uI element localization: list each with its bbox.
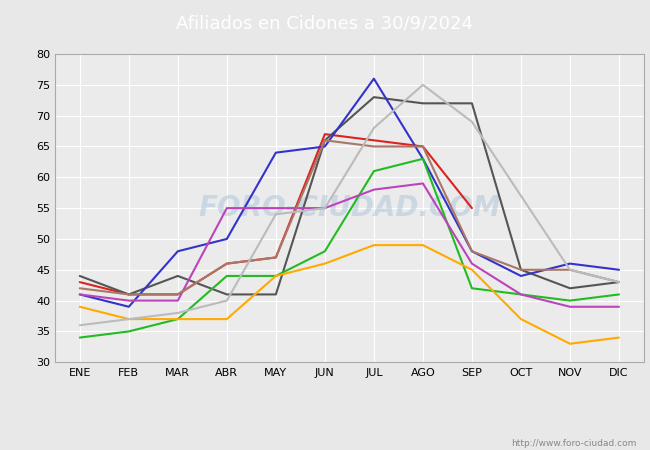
Text: FORO-CIUDAD.COM: FORO-CIUDAD.COM <box>198 194 500 222</box>
Text: http://www.foro-ciudad.com: http://www.foro-ciudad.com <box>512 439 637 448</box>
Text: Afiliados en Cidones a 30/9/2024: Afiliados en Cidones a 30/9/2024 <box>177 14 473 33</box>
